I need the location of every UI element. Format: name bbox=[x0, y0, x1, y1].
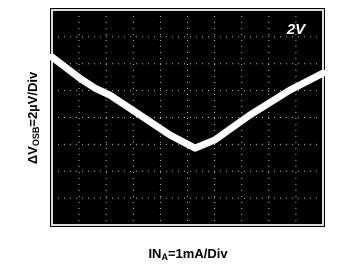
x-axis-label: INA=1mA/Div bbox=[148, 246, 228, 262]
y-label-part: =2µV/Div bbox=[25, 71, 40, 127]
y-label-part: ΔV bbox=[25, 146, 40, 164]
chart: 2V INA=1mA/Div ΔVOSB=2µV/Div bbox=[0, 0, 337, 269]
x-label-part: =1mA/Div bbox=[168, 246, 228, 261]
y-label-sub: OSB bbox=[31, 126, 41, 146]
annotation: 2V bbox=[286, 21, 307, 38]
y-axis-label: ΔVOSB=2µV/Div bbox=[25, 71, 41, 164]
x-label-part: IN bbox=[148, 246, 161, 261]
